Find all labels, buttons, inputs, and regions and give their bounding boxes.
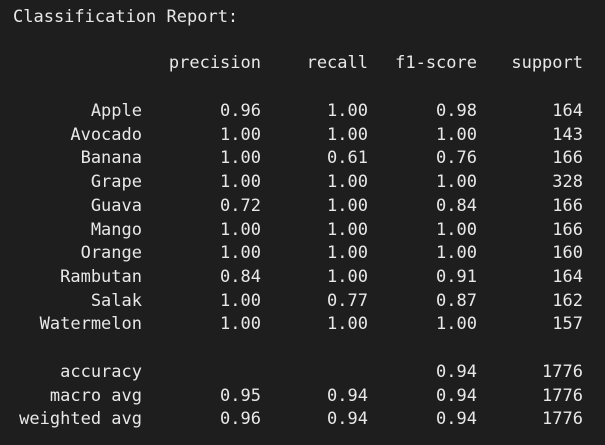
recall-value: 1.00 — [327, 196, 368, 216]
precision-value: 1.00 — [220, 148, 261, 168]
precision-value: 0.72 — [220, 196, 261, 216]
support-value: 160 — [552, 243, 583, 263]
recall-value: 1.00 — [327, 267, 368, 287]
recall-value: 0.61 — [327, 148, 368, 168]
precision-value: 1.00 — [220, 220, 261, 240]
precision-value: 0.95 — [220, 386, 261, 406]
row-label: Apple — [90, 101, 142, 121]
recall-value: 1.00 — [327, 220, 368, 240]
row-label: Watermelon — [39, 314, 142, 334]
precision-value: 1.00 — [220, 243, 261, 263]
f1-score-value: 0.76 — [436, 148, 477, 168]
f1-score-value: 0.94 — [436, 362, 477, 382]
f1-score-value: 1.00 — [436, 314, 477, 334]
precision-value: 0.96 — [220, 409, 261, 429]
row-label: Banana — [80, 148, 142, 168]
support-value: 166 — [552, 220, 583, 240]
precision-value: 0.84 — [220, 267, 261, 287]
f1-score-value: 0.91 — [436, 267, 477, 287]
row-label: Avocado — [70, 125, 142, 145]
recall-value: 1.00 — [327, 314, 368, 334]
f1-score-value: 1.00 — [436, 220, 477, 240]
header-precision: precision — [168, 53, 261, 73]
row-label: weighted avg — [19, 409, 142, 429]
support-value: 328 — [552, 172, 583, 192]
precision-value: 1.00 — [220, 172, 261, 192]
support-value: 164 — [552, 101, 583, 121]
row-label: macro avg — [49, 386, 142, 406]
header-support: support — [511, 53, 583, 73]
row-label: accuracy — [60, 362, 142, 382]
support-value: 143 — [552, 125, 583, 145]
header-recall: recall — [306, 53, 368, 73]
support-value: 1776 — [542, 386, 583, 406]
f1-score-value: 0.84 — [436, 196, 477, 216]
f1-score-value: 0.94 — [436, 386, 477, 406]
recall-value: 1.00 — [327, 101, 368, 121]
recall-value: 0.77 — [327, 291, 368, 311]
recall-value: 0.94 — [327, 386, 368, 406]
precision-value: 1.00 — [220, 125, 261, 145]
f1-score-value: 0.98 — [436, 101, 477, 121]
row-label: Salak — [90, 291, 142, 311]
row-label: Orange — [80, 243, 142, 263]
f1-score-value: 0.87 — [436, 291, 477, 311]
support-value: 1776 — [542, 362, 583, 382]
recall-value: 1.00 — [327, 172, 368, 192]
row-label: Grape — [90, 172, 142, 192]
f1-score-value: 1.00 — [436, 243, 477, 263]
precision-value: 1.00 — [220, 314, 261, 334]
recall-value: 0.94 — [327, 409, 368, 429]
row-label: Guava — [90, 196, 142, 216]
precision-value: 0.96 — [220, 101, 261, 121]
support-value: 162 — [552, 291, 583, 311]
f1-score-value: 0.94 — [436, 409, 477, 429]
recall-value: 1.00 — [327, 243, 368, 263]
f1-score-value: 1.00 — [436, 172, 477, 192]
row-label: Rambutan — [60, 267, 142, 287]
support-value: 157 — [552, 314, 583, 334]
support-value: 1776 — [542, 409, 583, 429]
support-value: 164 — [552, 267, 583, 287]
report-title: Classification Report: — [13, 7, 239, 27]
row-label: Mango — [90, 220, 142, 240]
support-value: 166 — [552, 148, 583, 168]
header-f1-score: f1-score — [395, 53, 477, 73]
recall-value: 1.00 — [327, 125, 368, 145]
precision-value: 1.00 — [220, 291, 261, 311]
support-value: 166 — [552, 196, 583, 216]
f1-score-value: 1.00 — [436, 125, 477, 145]
